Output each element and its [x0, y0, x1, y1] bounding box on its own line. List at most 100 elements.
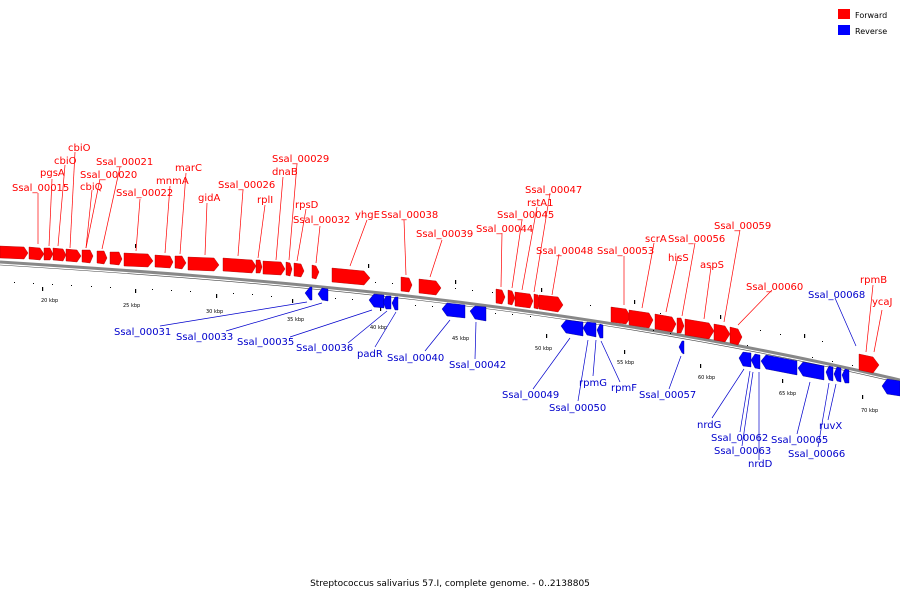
forward-gene[interactable] [858, 353, 880, 374]
kbp-label: 35 kbp [287, 317, 304, 323]
forward-gene[interactable] [262, 260, 286, 276]
reverse-gene-label: Ssal_00066 [788, 449, 845, 460]
forward-gene[interactable] [628, 309, 654, 329]
legend-forward-swatch [838, 9, 850, 19]
reverse-gene-label: Ssal_00036 [296, 343, 353, 354]
forward-gene-label: aspS [700, 260, 724, 271]
reverse-gene-label: rpmG [579, 378, 607, 389]
forward-gene-label: Ssal_00015 [12, 183, 69, 194]
reverse-gene-label: Ssal_00035 [237, 337, 294, 348]
reverse-gene[interactable] [678, 340, 685, 355]
reverse-gene[interactable] [441, 302, 466, 319]
reverse-gene-label: Ssal_00031 [114, 327, 171, 338]
forward-leaders [37, 151, 883, 353]
reverse-gene-label: nrdD [748, 459, 773, 470]
forward-gene-label: Ssal_00053 [597, 246, 654, 257]
kbp-label: 45 kbp [452, 336, 469, 342]
forward-gene-label: hisS [668, 253, 689, 264]
reverse-gene-label: Ssal_00065 [771, 435, 828, 446]
reverse-gene[interactable] [760, 354, 798, 376]
reverse-gene[interactable] [382, 295, 392, 310]
forward-gene[interactable] [222, 257, 257, 274]
forward-gene-label: rstA1 [527, 198, 553, 209]
forward-gene[interactable] [109, 251, 123, 266]
forward-gene[interactable] [43, 247, 54, 261]
forward-gene[interactable] [331, 267, 371, 286]
reverse-gene[interactable] [841, 368, 850, 384]
reverse-gene[interactable] [469, 305, 487, 322]
forward-gene[interactable] [52, 247, 67, 262]
legend-forward-label: Forward [855, 11, 887, 20]
forward-gene-label: Ssal_00039 [416, 229, 473, 240]
forward-gene-label: Ssal_00029 [272, 154, 329, 165]
forward-gene[interactable] [65, 248, 82, 263]
forward-gene-label: cbiO [68, 143, 91, 154]
reverse-gene[interactable] [391, 296, 399, 311]
forward-gene[interactable] [418, 278, 442, 296]
kbp-label: 60 kbp [698, 375, 715, 381]
forward-gene[interactable] [28, 246, 45, 261]
forward-gene[interactable] [0, 245, 29, 260]
forward-gene-label: Ssal_00021 [96, 157, 153, 168]
forward-gene[interactable] [684, 318, 715, 340]
genome-backbone [0, 260, 900, 382]
forward-gene[interactable] [311, 264, 320, 280]
reverse-gene-label: Ssal_00050 [549, 403, 606, 414]
reverse-gene[interactable] [738, 351, 752, 368]
forward-gene-label: Ssal_00060 [746, 282, 803, 293]
forward-gene[interactable] [81, 249, 94, 264]
kbp-label: 50 kbp [535, 346, 552, 352]
forward-gene[interactable] [538, 294, 564, 313]
kbp-label: 55 kbp [617, 360, 634, 366]
reverse-gene-label: Ssal_00042 [449, 360, 506, 371]
forward-gene[interactable] [654, 313, 677, 333]
reverse-gene[interactable] [750, 353, 761, 370]
reverse-gene[interactable] [560, 319, 584, 337]
forward-gene[interactable] [713, 323, 731, 343]
reverse-gene[interactable] [596, 323, 604, 339]
reverse-gene[interactable] [368, 293, 385, 309]
kbp-label: 25 kbp [123, 303, 140, 309]
reverse-gene[interactable] [881, 378, 900, 397]
forward-gene[interactable] [293, 262, 305, 278]
forward-gene-label: Ssal_00059 [714, 221, 771, 232]
forward-gene-label: Ssal_00038 [381, 210, 438, 221]
forward-gene[interactable] [187, 256, 220, 272]
forward-gene[interactable] [123, 252, 154, 268]
forward-gene[interactable] [729, 326, 743, 346]
forward-gene[interactable] [154, 254, 174, 269]
major-ticks [42, 244, 864, 399]
forward-gene[interactable] [285, 261, 293, 277]
forward-gene[interactable] [610, 306, 632, 325]
kbp-label: 65 kbp [779, 391, 796, 397]
forward-gene[interactable] [507, 289, 516, 306]
legend: Forward Reverse [838, 9, 887, 36]
forward-gene[interactable] [174, 255, 187, 270]
reverse-gene[interactable] [582, 321, 597, 338]
reverse-gene-label: nrdG [697, 420, 721, 431]
forward-gene-label: Ssal_00056 [668, 234, 725, 245]
legend-reverse-swatch [838, 25, 850, 35]
forward-gene[interactable] [400, 276, 413, 293]
forward-gene[interactable] [676, 317, 685, 334]
forward-gene-label: scrA [645, 234, 667, 245]
reverse-gene[interactable] [304, 286, 313, 301]
forward-gene-label: Ssal_00048 [536, 246, 593, 257]
forward-gene-label: mnmA [156, 176, 189, 187]
reverse-gene[interactable] [833, 366, 842, 383]
forward-gene[interactable] [96, 250, 108, 265]
reverse-gene-label: Ssal_00040 [387, 353, 444, 364]
genome-backbone-inner [0, 264, 900, 384]
forward-gene[interactable] [495, 288, 506, 305]
forward-gene-label: Ssal_00044 [476, 224, 533, 235]
forward-gene[interactable] [514, 291, 534, 309]
forward-genes [0, 245, 880, 374]
reverse-gene[interactable] [797, 361, 825, 381]
forward-gene[interactable] [255, 259, 263, 274]
reverse-leaders [159, 297, 857, 460]
reverse-gene[interactable] [317, 287, 329, 302]
reverse-gene[interactable] [825, 365, 834, 382]
forward-gene-label: Ssal_00022 [116, 188, 173, 199]
